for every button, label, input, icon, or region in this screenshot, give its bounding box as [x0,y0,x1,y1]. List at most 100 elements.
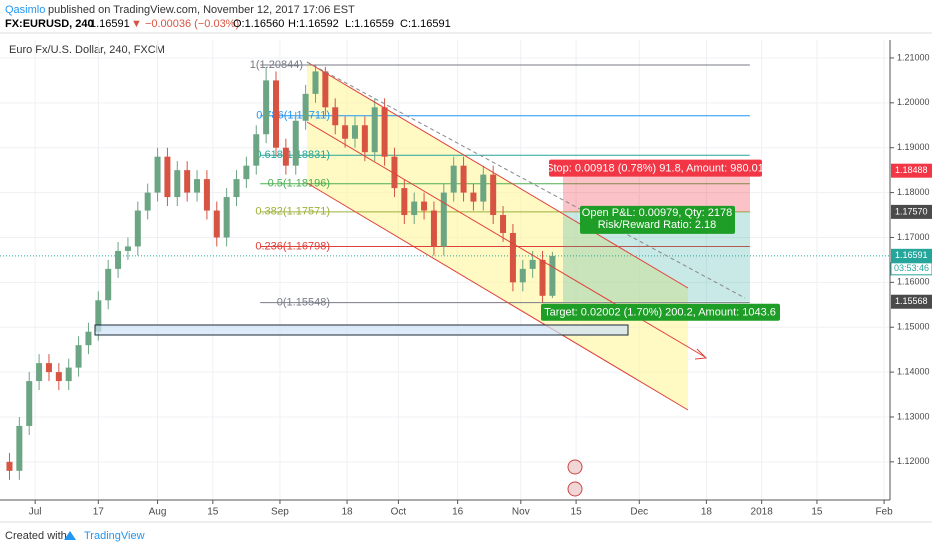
created-with: Created with [5,530,67,542]
target-label-box [541,303,780,321]
candle-body [184,170,191,193]
x-tick-label: Aug [149,507,167,518]
candle-body [45,363,52,373]
pnl-label: Open P&L: 0.00979, Qty: 2178 [582,207,732,219]
candle-body [371,107,378,153]
candle-body [539,259,546,296]
price-tag-label: 1.15568 [895,296,928,306]
overlay: 1.21000 1.20000 1.19000 1.18000 1.17000 1.160… [29,52,932,518]
ohlc-low: L:1.16559 [345,18,394,30]
candle-body [124,246,131,251]
candle-body [282,147,289,166]
candle-body [263,80,270,135]
candle-body [529,259,536,269]
y-tick-label: 1.13000 [897,411,930,421]
fib-label: 0.618(1.18831) [255,149,330,161]
ohlc-high: H:1.16592 [288,18,339,30]
candle-body [401,188,408,216]
change: ▼ −0.00036 (−0.03%) [131,18,239,30]
candle-body [519,268,526,283]
candle-body [460,165,467,193]
candle-body [332,107,339,126]
candle-body [174,170,181,198]
candle-body [302,93,309,121]
price-tag [891,248,932,263]
candle-body [203,179,210,211]
y-tick-label: 1.20000 [897,97,930,107]
candle-body [411,201,418,216]
candle-body [194,179,201,193]
y-tick-label: 1.12000 [897,456,930,466]
channel-fill [307,62,688,410]
candle-body [36,363,43,382]
fib-label: 0.236(1.16798) [255,240,330,252]
candle-body [509,232,516,283]
candle-body [253,134,260,166]
event-icon [567,481,583,497]
candle-body [430,210,437,247]
price-tag [891,294,932,309]
channel-lower [306,182,689,411]
candle-body [549,255,556,296]
published: published on TradingView.com, November 1… [48,4,355,16]
x-tick-label: Dec [630,507,648,518]
fib-label: 0(1.15548) [277,297,330,309]
fib-label: 1(1.20844) [250,59,303,71]
fib-label: 0.382(1.17571) [255,206,330,218]
x-tick-label: Oct [391,507,407,518]
price-tag-label: 1.17570 [895,206,928,216]
author: Qasimlo [5,4,45,16]
ohlc-close: C:1.16591 [400,18,451,30]
candle-body [75,345,82,368]
candle-body [361,125,368,153]
price-tag-label: 1.16591 [895,250,928,260]
countdown: 03:53:46 [894,263,929,273]
pnl-label-box [580,205,735,234]
y-tick-label: 1.15000 [897,322,930,332]
fib-label: 0.5(1.18196) [268,178,330,190]
y-tick-label: 1.16000 [897,277,930,287]
x-tick-label: 15 [571,507,583,518]
stop-label: Stop: 0.00918 (0.78%) 91.8, Amount: 980.… [546,163,764,175]
x-tick-label: Sep [271,507,289,518]
price-tag-label: 1.18488 [895,165,928,175]
trend-dashed [306,61,746,299]
candle-body [381,107,388,157]
candle-body [440,192,447,247]
candle-body [470,192,477,202]
candle-body [490,174,497,216]
last-price: 1.16591 [90,18,130,30]
candle-body [65,367,72,382]
channel-arrow [694,348,708,360]
candle-body [134,210,141,247]
x-tick-label: 18 [701,507,713,518]
candle-body [6,461,13,471]
y-tick-label: 1.19000 [897,142,930,152]
target-label: Target: 0.02002 (1.70%) 200.2, Amount: 1… [544,307,776,319]
candle-body [115,250,122,269]
x-tick-label: 17 [93,507,105,518]
y-tick-label: 1.17000 [897,232,930,242]
candle-body [105,268,112,301]
x-tick-label: 16 [452,507,464,518]
candle-body [322,71,329,108]
candle-body [154,156,161,193]
candle-body [480,174,487,202]
candle-body [95,300,102,332]
zone-box [94,324,629,336]
candle-body [233,179,240,198]
symbol: FX:EURUSD, 240 [5,18,94,30]
candle-body [312,71,319,94]
brand-logo [64,531,76,540]
x-tick-label: 18 [342,507,354,518]
x-tick-label: Nov [512,507,530,518]
candle-body [164,156,171,198]
x-tick-label: Jul [29,507,42,518]
candle-body [421,201,428,211]
event-icon [567,459,583,475]
channel-upper [306,61,689,289]
x-tick-label: 15 [811,507,823,518]
x-tick-label: 15 [207,507,219,518]
candle-body [223,197,230,238]
